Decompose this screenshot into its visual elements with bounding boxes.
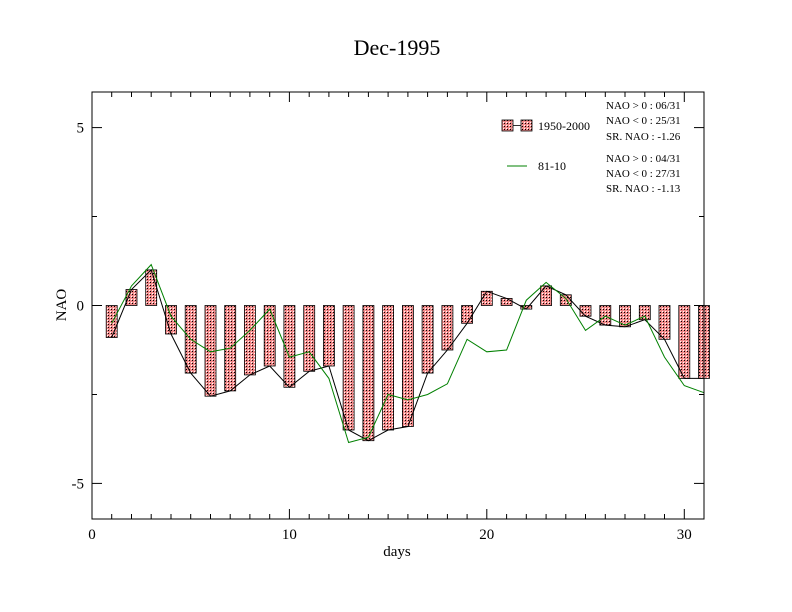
bar-day-1 bbox=[105, 305, 118, 338]
legend-bar-swatch-left bbox=[501, 119, 514, 132]
bar-day-30 bbox=[678, 305, 691, 379]
y-axis-ticks: 5 0 -5 bbox=[72, 121, 704, 492]
bar-day-18 bbox=[441, 305, 454, 351]
chart-title: Dec-1995 bbox=[354, 35, 441, 60]
bar-day-26 bbox=[599, 305, 612, 326]
x-axis-ticks: 0 10 20 30 bbox=[88, 92, 705, 543]
stats-block-2: NAO > 0 : 04/31 NAO < 0 : 27/31 SR. NAO … bbox=[606, 153, 681, 195]
y-tick-label: -5 bbox=[72, 476, 85, 492]
bar-day-15 bbox=[382, 305, 395, 431]
stat-1950-nao-positive: NAO > 0 : 06/31 bbox=[606, 100, 681, 112]
x-tick-label: 20 bbox=[479, 527, 494, 543]
stat-8110-nao-negative: NAO < 0 : 27/31 bbox=[606, 168, 681, 180]
bar-day-16 bbox=[401, 305, 414, 427]
series-81-10-line bbox=[111, 263, 705, 444]
y-tick-label: 5 bbox=[77, 121, 85, 137]
bar-day-13 bbox=[342, 305, 355, 431]
legend: 1950-2000 81-10 bbox=[501, 119, 590, 173]
legend-label-81-10: 81-10 bbox=[538, 159, 566, 173]
bar-day-10 bbox=[283, 305, 296, 388]
bars-layer bbox=[105, 268, 710, 442]
bar-day-9 bbox=[263, 305, 276, 367]
bar-day-8 bbox=[243, 305, 256, 376]
x-tick-label: 0 bbox=[88, 527, 96, 543]
bar-day-23 bbox=[540, 285, 552, 306]
bar-day-25 bbox=[579, 305, 592, 317]
bar-day-11 bbox=[303, 305, 316, 372]
bar-day-21 bbox=[500, 297, 513, 306]
bar-day-12 bbox=[322, 305, 335, 367]
bar-day-14 bbox=[362, 305, 375, 442]
legend-bar-swatch-right bbox=[520, 119, 533, 132]
stat-8110-sr-nao: SR. NAO : -1.13 bbox=[606, 183, 681, 195]
legend-label-1950-2000: 1950-2000 bbox=[538, 119, 590, 133]
stat-1950-nao-negative: NAO < 0 : 25/31 bbox=[606, 115, 681, 127]
stat-8110-nao-positive: NAO > 0 : 04/31 bbox=[606, 153, 681, 165]
y-tick-label: 0 bbox=[77, 299, 85, 315]
bar-day-29 bbox=[658, 305, 671, 340]
x-tick-label: 30 bbox=[677, 527, 692, 543]
series-1950-2000-line bbox=[111, 268, 704, 442]
y-axis-title: NAO bbox=[54, 289, 70, 322]
bar-day-4 bbox=[165, 305, 177, 335]
bar-day-17 bbox=[421, 305, 434, 374]
bar-day-19 bbox=[461, 305, 474, 324]
bar-day-2 bbox=[125, 289, 138, 306]
x-axis-title: days bbox=[383, 544, 411, 560]
x-tick-label: 10 bbox=[282, 527, 297, 543]
stats-block-1: NAO > 0 : 06/31 NAO < 0 : 25/31 SR. NAO … bbox=[606, 100, 681, 143]
stat-1950-sr-nao: SR. NAO : -1.26 bbox=[606, 131, 681, 143]
line-layer bbox=[111, 263, 705, 444]
